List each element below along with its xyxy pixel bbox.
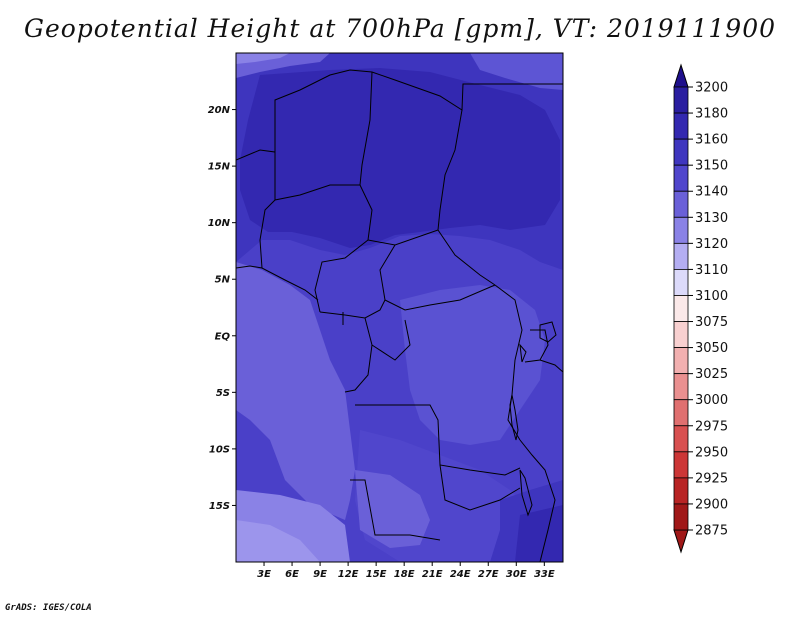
colorbar-swatch — [673, 321, 689, 348]
lon-tick-label: 30E — [506, 569, 527, 580]
colorbar-swatch — [673, 373, 689, 401]
colorbar-swatch — [673, 451, 689, 479]
lon-tick-label: 6E — [285, 569, 299, 580]
colorbar-label: 3200 — [695, 81, 728, 96]
colorbar-label: 3180 — [695, 107, 728, 122]
lakes — [509, 321, 557, 517]
lat-tick-label: 10S — [209, 444, 230, 455]
colorbar-label: 3140 — [695, 185, 728, 200]
colorbar-swatch — [673, 269, 689, 296]
grads-credit: GrADS: IGES/COLA — [5, 603, 92, 613]
colorbar-swatch — [673, 242, 689, 270]
field-3140-ne — [470, 53, 563, 90]
field-3120b-sw — [236, 520, 320, 562]
colorbar-swatch — [673, 216, 689, 244]
lon-tick-label: 27E — [478, 569, 499, 580]
lat-tick-label: 15N — [208, 162, 231, 173]
colorbar-swatch — [673, 190, 689, 218]
colorbar-swatch — [673, 347, 689, 375]
lon-tick-label: 15E — [366, 569, 387, 580]
colorbar-swatch — [673, 295, 689, 322]
lat-tick-label: 5N — [215, 275, 231, 286]
field-3160 — [240, 68, 560, 248]
colorbar-label: 3150 — [695, 159, 728, 174]
colorbar-swatch — [673, 86, 689, 114]
colorbar-swatch — [673, 112, 689, 140]
lat-tick-label: 20N — [208, 105, 231, 116]
colorbar-label: 3025 — [695, 367, 728, 382]
colorbar-swatch — [673, 164, 689, 192]
colorbar-swatch — [673, 503, 689, 531]
colorbar-swatch — [673, 399, 689, 427]
coastline — [236, 265, 319, 301]
colorbar-label: 3130 — [695, 211, 728, 226]
colorbar-label: 3000 — [695, 393, 728, 408]
colorbar-label: 3050 — [695, 341, 728, 356]
colorbar-label: 2875 — [695, 524, 728, 539]
lat-tick-label: 15S — [209, 501, 230, 512]
colorbar-label: 3100 — [695, 289, 728, 304]
colorbar-label: 2900 — [695, 497, 728, 512]
colorbar: 3200 3180 3160 3150 3140 3130 3120 3110 3100 3075… — [673, 63, 728, 554]
lon-tick-label: 9E — [313, 569, 327, 580]
colorbar-label: 3160 — [695, 133, 728, 148]
colorbar-label: 2950 — [695, 445, 728, 460]
lat-tick-label: 10N — [208, 218, 231, 229]
chart-title: Geopotential Height at 700hPa [gpm], VT:… — [23, 14, 777, 43]
field-3130-sw — [236, 262, 355, 520]
colorbar-top-arrow — [673, 63, 689, 88]
colorbar-swatch — [673, 138, 689, 166]
colorbar-bottom-arrow — [673, 529, 689, 554]
colorbar-swatch — [673, 425, 689, 453]
lon-tick-label: 21E — [422, 569, 443, 580]
colorbar-label: 2975 — [695, 419, 728, 434]
lat-tick-label: EQ — [215, 331, 231, 342]
field-3120-nw — [236, 53, 290, 64]
lon-tick-label: 33E — [534, 569, 555, 580]
colorbar-swatch — [673, 477, 689, 505]
colorbar-label: 2925 — [695, 471, 728, 486]
lon-tick-label: 18E — [394, 569, 415, 580]
longitude-axis: 3E 6E 9E 12E 15E 18E 21E 24E 27E 30E 33E — [257, 562, 555, 580]
country-borders — [236, 69, 563, 562]
colorbar-label: 3075 — [695, 315, 728, 330]
lat-tick-label: 5S — [216, 388, 230, 399]
field-3140-congo — [400, 285, 545, 445]
colorbar-label: 3110 — [695, 263, 728, 278]
map-frame — [235, 52, 564, 563]
lon-tick-label: 3E — [257, 569, 271, 580]
latitude-axis: 20N 15N 10N 5N EQ 5S 10S 15S — [208, 105, 236, 512]
lon-tick-label: 12E — [338, 569, 359, 580]
colorbar-label: 3120 — [695, 237, 728, 252]
lon-tick-label: 24E — [450, 569, 471, 580]
